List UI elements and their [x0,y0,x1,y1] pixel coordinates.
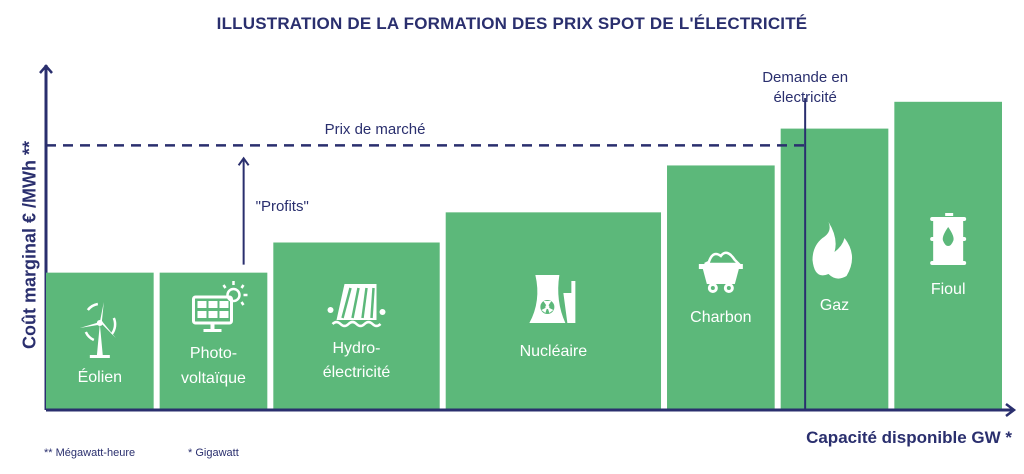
y-axis-arrow-icon [39,64,53,74]
bar-label: voltaïque [181,370,246,387]
profits-label: "Profits" [256,198,309,215]
flame-icon [812,222,853,279]
bar-label: Hydro- [333,340,381,357]
bar-label: Gaz [820,297,849,314]
bar-charbon [667,165,775,409]
bar-label: Fioul [931,281,966,298]
footnote-gw: * Gigawatt [188,447,239,459]
chart-title: ILLUSTRATION DE LA FORMATION DES PRIX SP… [216,14,808,33]
nuclear-plant-icon [529,275,576,323]
market-price-label: Prix de marché [325,121,426,138]
x-axis-arrow-icon [1005,403,1017,417]
coal-cart-icon [698,251,743,293]
x-axis-label: Capacité disponible GW * [806,428,1012,447]
bar-photovoltaïque [159,272,268,409]
demand-label: électricité [773,89,836,106]
footnote-mwh: ** Mégawatt-heure [44,447,136,459]
demand-label: Demande en [762,69,848,86]
dam-icon [327,284,386,328]
oil-barrel-icon [930,213,967,265]
bar-label: Photo- [190,345,237,362]
bar-label: Charbon [690,309,751,326]
bar-label: Nucléaire [520,343,588,360]
bar-label: Éolien [78,367,122,386]
bar-label: électricité [323,364,391,381]
wind-turbine-icon [79,302,117,358]
solar-panel-icon [191,281,248,332]
profits-arrow-head-icon [237,156,250,166]
